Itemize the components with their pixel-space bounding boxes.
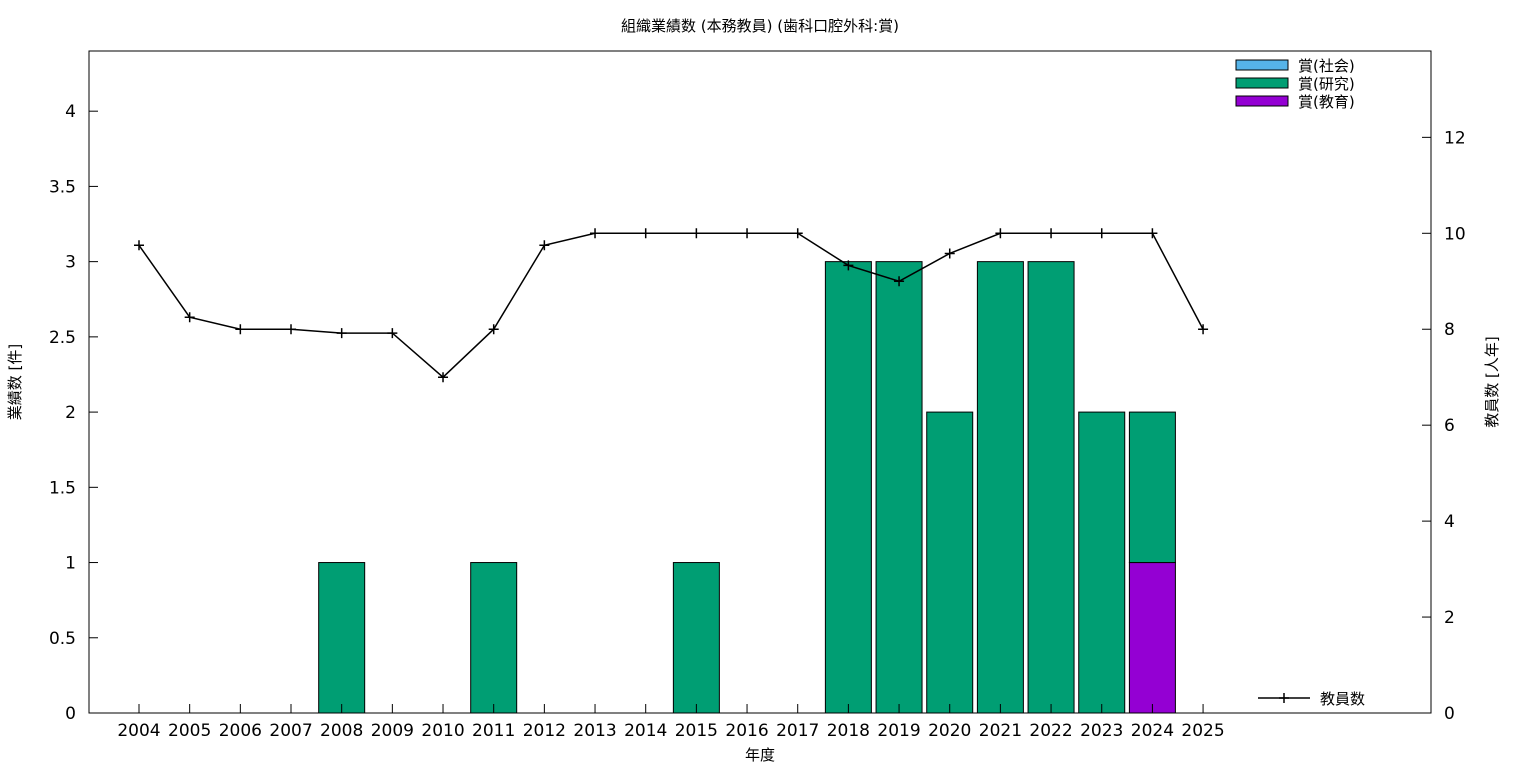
line-point	[1198, 324, 1209, 335]
legend-label: 賞(教育)	[1298, 93, 1355, 111]
y-tick-label: 2	[65, 403, 76, 423]
line-point	[184, 312, 195, 323]
x-tick-label: 2014	[624, 721, 667, 741]
x-tick-label: 2004	[117, 721, 160, 741]
y2-tick-label: 2	[1444, 608, 1455, 628]
line-point	[1046, 228, 1057, 239]
y-tick-label: 3	[65, 253, 76, 273]
line-point	[792, 228, 803, 239]
bar	[824, 261, 872, 714]
bar	[1027, 261, 1075, 714]
bar	[672, 562, 720, 714]
y2-tick-label: 4	[1444, 512, 1455, 532]
x-tick-label: 2010	[421, 721, 464, 741]
legend-label: 賞(研究)	[1298, 75, 1355, 93]
x-tick-label: 2019	[877, 721, 920, 741]
plot-frame	[88, 50, 1432, 714]
y-tick-label: 1.5	[49, 478, 76, 498]
line-point	[944, 248, 955, 259]
x-tick-label: 2005	[168, 721, 211, 741]
bar	[470, 562, 518, 714]
x-tick-label: 2020	[928, 721, 971, 741]
tick-layer: 0 0.5 1 1.5 2 2.5 3 3.5 4 0 2 4 6 8 10 12 2004 2005 2006 20…	[49, 102, 1466, 741]
bar	[926, 411, 974, 714]
x-tick-label: 2025	[1181, 721, 1224, 741]
legend-swatch	[1235, 77, 1289, 89]
chart-title: 組織業績数 (本務教員) (歯科口腔外科:賞)	[621, 17, 899, 35]
x-tick-label: 2009	[371, 721, 414, 741]
x-tick-label: 2021	[979, 721, 1022, 741]
x-tick-label: 2023	[1080, 721, 1123, 741]
legend: 賞(社会)賞(研究)賞(教育) 教員数	[1235, 57, 1365, 708]
line-point	[640, 228, 651, 239]
x-tick-label: 2007	[269, 721, 312, 741]
line-point	[1147, 228, 1158, 239]
legend-line-marker	[1279, 693, 1289, 703]
y2-tick-label: 8	[1444, 320, 1455, 340]
line-point	[539, 240, 550, 251]
y2-axis-label: 教員数 [人年]	[1483, 336, 1501, 427]
line-point	[286, 324, 297, 335]
line-point	[488, 324, 499, 335]
line-point	[590, 228, 601, 239]
y-tick-label: 3.5	[49, 177, 76, 197]
line-point	[843, 260, 854, 271]
bar	[875, 261, 923, 714]
x-tick-label: 2016	[725, 721, 768, 741]
line-point	[1096, 228, 1107, 239]
line-layer	[134, 228, 1209, 383]
x-tick-label: 2011	[472, 721, 515, 741]
y-tick-label: 0.5	[49, 629, 76, 649]
bar	[318, 562, 366, 714]
line-point	[387, 328, 398, 339]
x-tick-label: 2022	[1029, 721, 1072, 741]
line-point	[894, 276, 905, 287]
legend-swatch	[1235, 59, 1289, 71]
y2-tick-label: 6	[1444, 416, 1455, 436]
bar	[1128, 562, 1176, 714]
line-point	[336, 328, 347, 339]
x-tick-label: 2013	[573, 721, 616, 741]
staff-count-line	[138, 232, 1204, 379]
x-tick-label: 2024	[1131, 721, 1174, 741]
bar	[1078, 411, 1126, 714]
bar-layer	[318, 261, 1176, 714]
x-tick-label: 2008	[320, 721, 363, 741]
x-tick-label: 2017	[776, 721, 819, 741]
y-tick-label: 1	[65, 554, 76, 574]
y-tick-label: 4	[65, 102, 76, 122]
line-point	[742, 228, 753, 239]
y-axis-label: 業績数 [件]	[6, 344, 24, 420]
y2-tick-label: 12	[1444, 128, 1466, 148]
line-point	[438, 372, 449, 383]
x-tick-label: 2006	[219, 721, 262, 741]
y2-tick-label: 0	[1444, 704, 1455, 724]
legend-line-label: 教員数	[1320, 690, 1365, 708]
line-point	[995, 228, 1006, 239]
y-tick-label: 0	[65, 704, 76, 724]
x-tick-label: 2015	[675, 721, 718, 741]
line-point	[691, 228, 702, 239]
x-axis-label: 年度	[745, 746, 775, 764]
bar	[976, 261, 1024, 714]
line-point	[134, 240, 144, 251]
legend-swatch	[1235, 95, 1289, 107]
line-point	[235, 324, 246, 335]
y2-tick-label: 10	[1444, 224, 1466, 244]
legend-label: 賞(社会)	[1298, 57, 1355, 75]
y-tick-label: 2.5	[49, 328, 76, 348]
bar	[1128, 411, 1176, 564]
x-tick-label: 2018	[827, 721, 870, 741]
x-tick-label: 2012	[523, 721, 566, 741]
